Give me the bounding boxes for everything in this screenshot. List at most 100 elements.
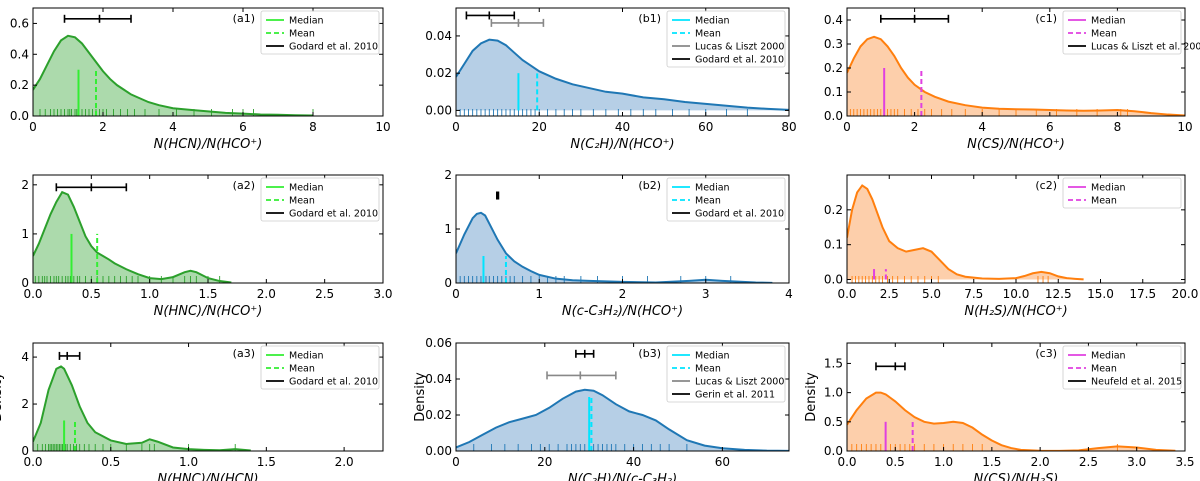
legend-label: Mean: [289, 29, 315, 40]
y-tick-label: 0.02: [425, 66, 452, 80]
plot-area: [456, 211, 773, 283]
y-tick-label: 4: [21, 350, 29, 364]
legend-label: Median: [289, 16, 324, 27]
x-tick-label: 0.0: [23, 287, 42, 301]
plot-area: [847, 184, 1084, 283]
x-axis-label: N(c-C₃H₂)/N(HCO⁺): [562, 304, 683, 319]
legend-label: Mean: [695, 29, 721, 40]
y-tick-label: 0.2: [824, 203, 843, 217]
legend-label: Mean: [1091, 29, 1117, 40]
plot-area: [847, 391, 1176, 451]
kde-fill: [456, 39, 789, 111]
panel-tag: (c3): [1035, 347, 1057, 360]
legend-label: Median: [1091, 16, 1126, 27]
x-tick-label: 6: [239, 120, 247, 134]
x-tick-label: 2: [619, 287, 627, 301]
x-tick-label: 40: [626, 455, 641, 469]
reference-errorbar: [55, 183, 128, 192]
legend-label: Lucas & Liszt 2000: [695, 42, 784, 53]
legend-label: Godard et al. 2010: [695, 209, 784, 220]
y-tick-label: 0.00: [425, 444, 452, 458]
x-tick-label: 1.5: [982, 455, 1001, 469]
axes-frame: [846, 7, 1186, 117]
legend-label: Mean: [695, 196, 721, 207]
x-tick-label: 0.0: [23, 455, 42, 469]
legend: Median Mean Lucas & Liszt 2000 Gerin et al.…: [666, 345, 786, 403]
y-tick-label: 0.6: [10, 16, 29, 30]
panel-tag: (c2): [1035, 179, 1057, 192]
x-tick-label: 0: [452, 455, 460, 469]
reference-errorbar: [575, 349, 595, 358]
legend-label: Median: [695, 183, 730, 194]
axes-frame: [846, 342, 1186, 452]
y-tick-label: 0.00: [425, 103, 452, 117]
x-tick-label: 20: [532, 120, 547, 134]
panel-a1: 0 2 4 6 8 10 0.0 0.2 0.4 0.6 N(HCN)/N(HCO⁺) (a1) Med…: [10, 7, 391, 152]
x-tick-label: 1.0: [179, 455, 198, 469]
panel-tag: (b3): [638, 347, 661, 360]
x-axis-label: N(C₂H)/N(HCO⁺): [570, 137, 674, 152]
y-tick-label: 0.04: [425, 29, 452, 43]
x-tick-label: 5.0: [922, 287, 941, 301]
y-tick-label: 0.0: [824, 444, 843, 458]
x-tick-label: 20.0: [1172, 287, 1199, 301]
legend: Median Mean Lucas & Liszt et al. 2002: [1062, 10, 1200, 55]
kde-fill: [33, 366, 251, 451]
x-axis-label: N(H₂S)/N(HCO⁺): [964, 304, 1067, 319]
y-tick-label: 0: [21, 444, 29, 458]
y-tick-label: 0.1: [824, 238, 843, 252]
x-tick-label: 10: [1177, 120, 1192, 134]
x-tick-label: 60: [698, 120, 713, 134]
legend-label: Mean: [289, 196, 315, 207]
x-tick-label: 4: [978, 120, 986, 134]
kde-fill: [456, 389, 789, 451]
legend-label: Median: [695, 351, 730, 362]
y-tick-label: 0.4: [824, 13, 843, 27]
y-tick-label: 0.06: [425, 336, 452, 350]
x-axis-label: N(HNC)/N(HCN): [157, 472, 258, 481]
y-tick-label: 0.1: [824, 85, 843, 99]
x-tick-label: 6: [1046, 120, 1054, 134]
kde-line: [33, 190, 232, 283]
x-tick-label: 3.5: [1175, 455, 1194, 469]
y-tick-label: 2: [21, 397, 29, 411]
x-tick-label: 0: [843, 120, 851, 134]
kde-fill: [847, 392, 1176, 451]
y-tick-label: 0: [444, 276, 452, 290]
panel-tag: (b2): [638, 179, 661, 192]
kde-line: [456, 211, 773, 283]
x-tick-label: 7.5: [964, 287, 983, 301]
legend-label: Median: [289, 351, 324, 362]
legend-label: Godard et al. 2010: [289, 209, 378, 220]
x-tick-label: 60: [715, 455, 730, 469]
x-tick-label: 40: [615, 120, 630, 134]
legend-label: Median: [1091, 351, 1126, 362]
panel-tag: (b1): [638, 12, 661, 25]
kde-fill: [33, 35, 313, 116]
legend-label: Mean: [695, 364, 721, 375]
x-tick-label: 8: [1114, 120, 1122, 134]
plot-area: [33, 190, 232, 283]
panel-tag: (c1): [1035, 12, 1057, 25]
y-tick-label: 0.02: [425, 408, 452, 422]
y-tick-label: 0.4: [10, 47, 29, 61]
x-tick-label: 0: [452, 120, 460, 134]
x-tick-label: 80: [781, 120, 796, 134]
legend-label: Lucas & Liszt 2000: [695, 377, 784, 388]
y-tick-label: 0.5: [824, 415, 843, 429]
kde-line: [33, 365, 251, 451]
reference-errorbar: [546, 371, 617, 380]
x-tick-label: 15.0: [1087, 287, 1114, 301]
axes-frame: [455, 342, 790, 452]
legend-label: Mean: [1091, 196, 1117, 207]
y-tick-label: 0: [21, 276, 29, 290]
x-tick-label: 3.0: [373, 287, 392, 301]
x-tick-label: 2: [911, 120, 919, 134]
plot-area: [456, 388, 789, 451]
legend: Median Mean Godard et al. 2010: [260, 10, 380, 55]
legend-label: Median: [289, 183, 324, 194]
plot-area: [33, 34, 314, 116]
reference-errorbar: [63, 14, 132, 23]
y-axis-label: Density: [413, 372, 428, 422]
